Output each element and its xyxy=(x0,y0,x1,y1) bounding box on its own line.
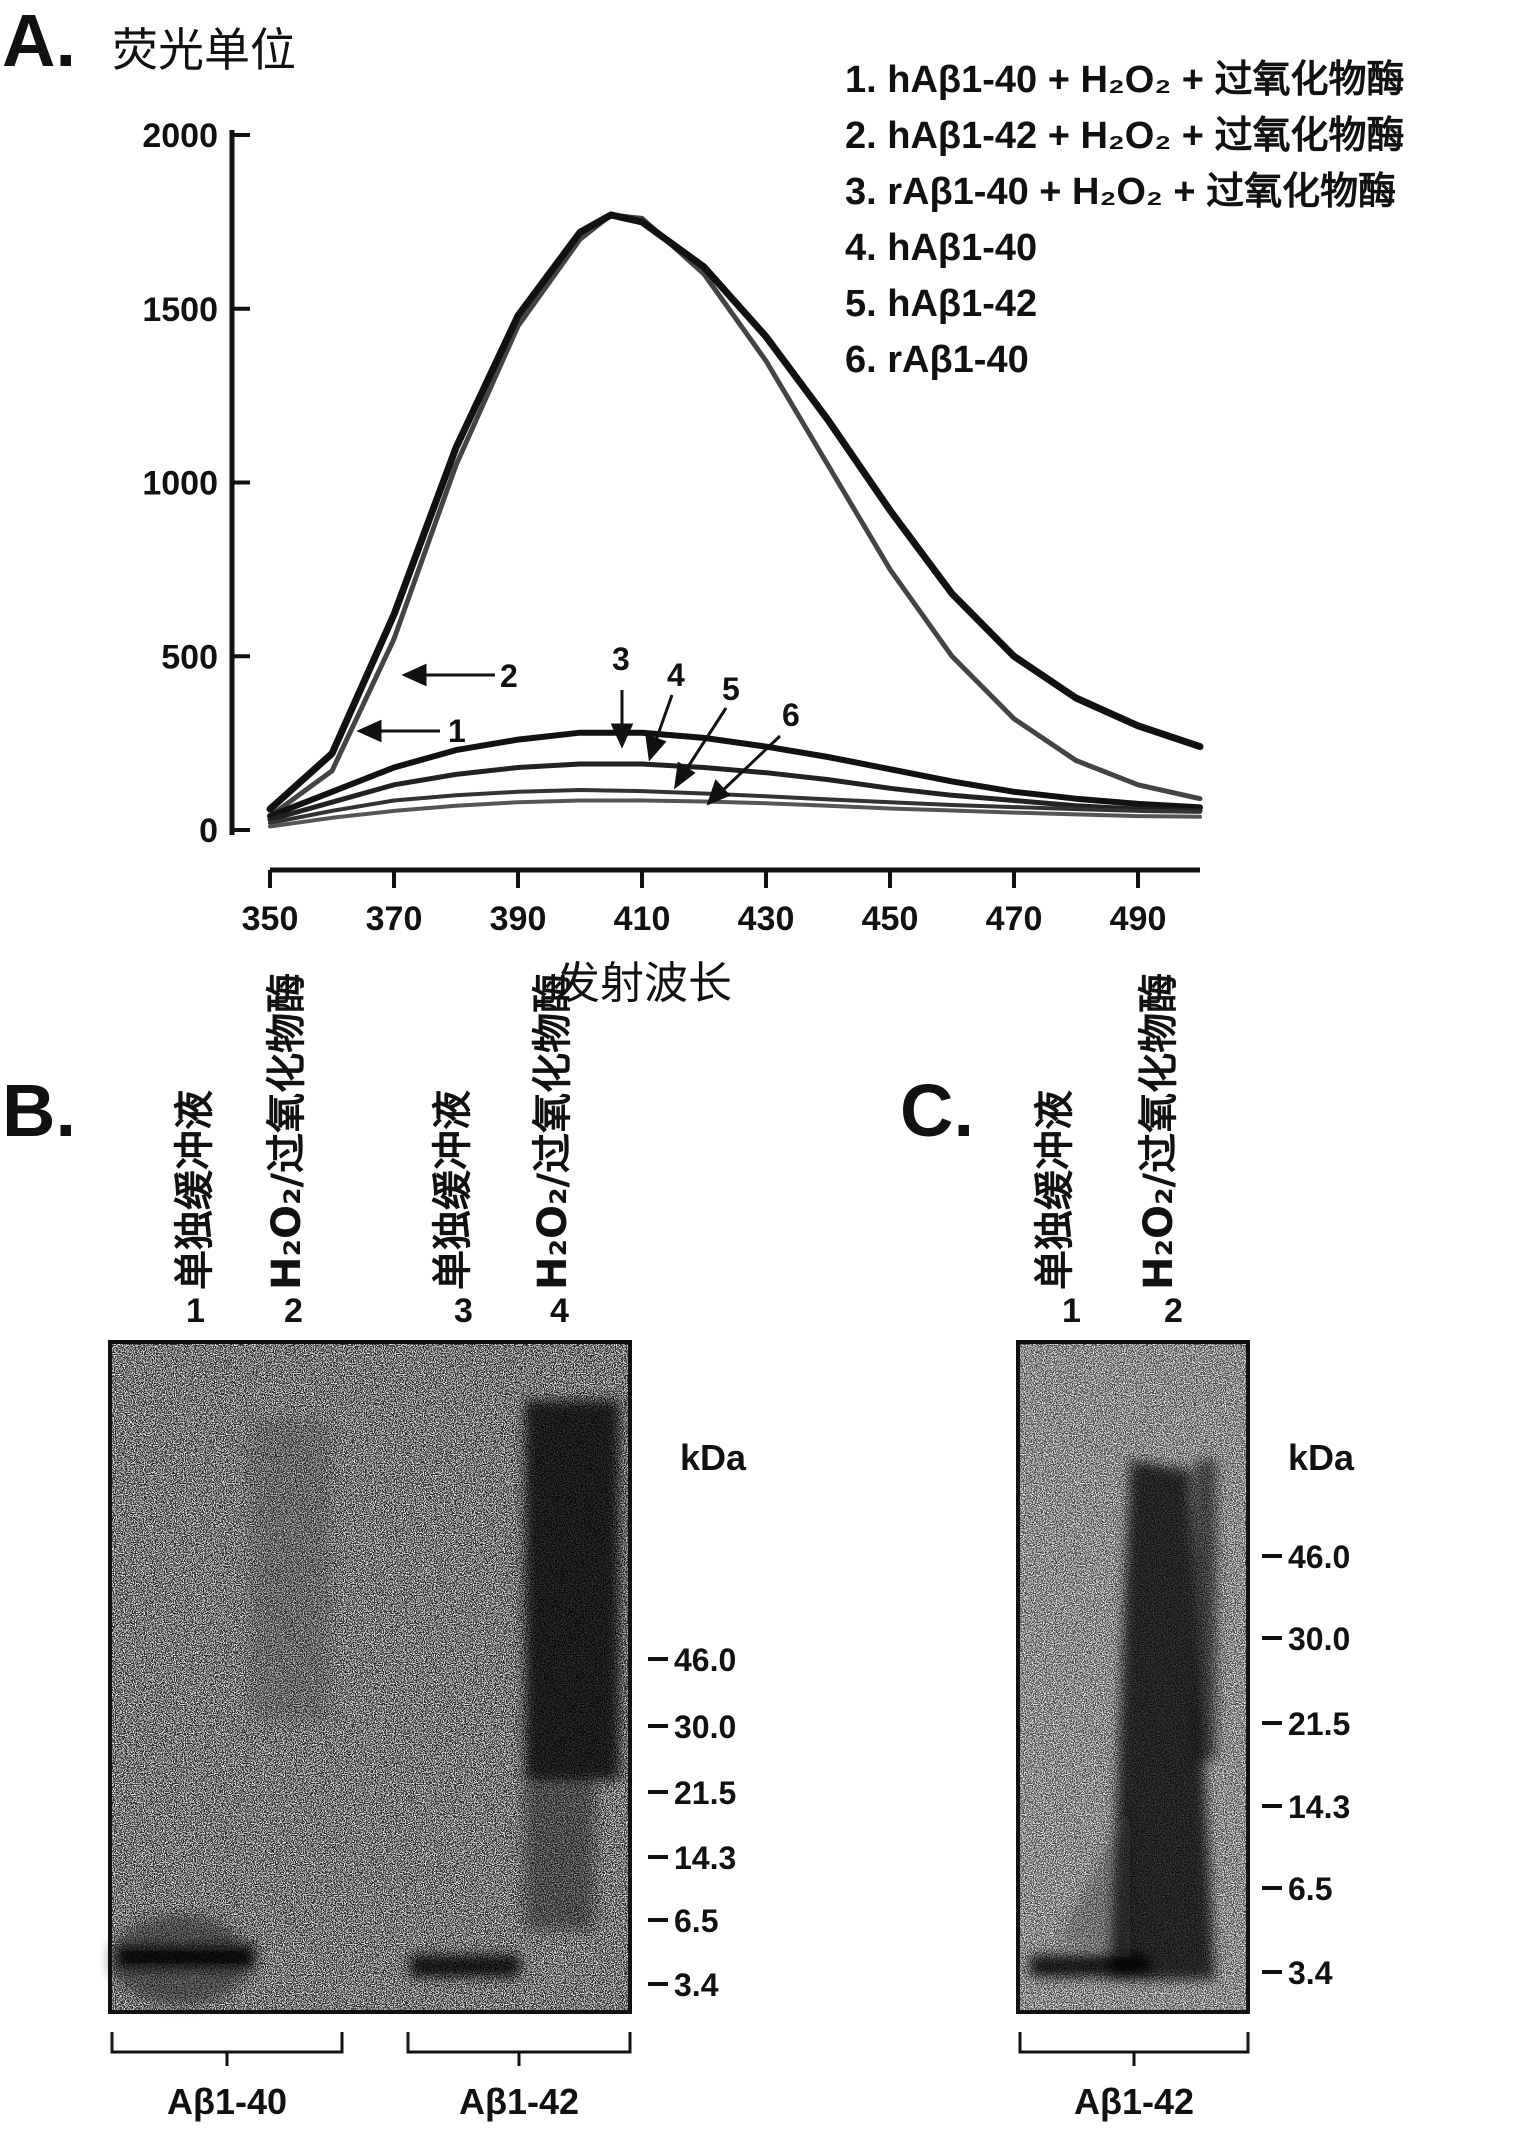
legend-entry-3: 3. rAβ1-40 + H₂O₂ + 过氧化物酶 xyxy=(845,171,1396,213)
series-line-2 xyxy=(270,215,1200,809)
marker-c-14: 14.3 xyxy=(1288,1789,1350,1825)
marker-b-3: 3.4 xyxy=(674,1967,719,2003)
marker-b-21: 21.5 xyxy=(674,1775,736,1811)
kda-label-b: kDa xyxy=(680,1437,747,1478)
curve-label-4: 4 xyxy=(667,657,685,693)
legend-entry-5: 5. hAβ1-42 xyxy=(845,283,1037,325)
group-label-c1: Aβ1-42 xyxy=(1074,2081,1194,2122)
group-label-b2: Aβ1-42 xyxy=(459,2081,579,2122)
y-tick-label: 500 xyxy=(161,638,218,676)
lane-label-b3: 单独缓冲液 xyxy=(430,1090,476,1290)
group-brackets-b xyxy=(112,2032,630,2066)
lane-number-b2: 2 xyxy=(284,1292,303,1330)
panel-c: C. 单独缓冲液 H₂O₂/过氧化物酶 1 2 kDa 46.0 30 xyxy=(900,973,1355,2122)
panel-b: B. 单独缓冲液 H₂O₂/过氧化物酶 单独缓冲液 H₂O₂/过氧化物酶 1 2… xyxy=(2,973,747,2122)
lane-number-b4: 4 xyxy=(550,1292,569,1330)
lane-number-c2: 2 xyxy=(1164,1292,1183,1330)
curve-label-3: 3 xyxy=(612,641,630,677)
marker-c-30: 30.0 xyxy=(1288,1621,1350,1657)
group-label-b1: Aβ1-40 xyxy=(167,2081,287,2122)
curve-label-1: 1 xyxy=(448,713,466,749)
legend-entry-6: 6. rAβ1-40 xyxy=(845,339,1029,381)
x-tick-label: 490 xyxy=(1110,900,1167,938)
curve-label-6: 6 xyxy=(782,697,800,733)
x-axis-label: 发射波长 xyxy=(556,958,732,1009)
x-tick-label: 370 xyxy=(366,900,423,938)
kda-label-c: kDa xyxy=(1288,1437,1355,1478)
legend-entry-2: 2. hAβ1-42 + H₂O₂ + 过氧化物酶 xyxy=(845,115,1405,157)
curve-label-2: 2 xyxy=(500,658,518,694)
x-tick-label: 430 xyxy=(738,900,795,938)
lane-number-b3: 3 xyxy=(454,1292,473,1330)
marker-b-30: 30.0 xyxy=(674,1709,736,1745)
gel-b xyxy=(110,1342,630,2012)
y-tick-label: 1000 xyxy=(142,465,218,503)
lane-label-b1: 单独缓冲液 xyxy=(172,1090,218,1290)
curve-label-5: 5 xyxy=(722,671,740,707)
x-tick-label: 390 xyxy=(490,900,547,938)
lane-label-c1: 单独缓冲液 xyxy=(1032,1090,1078,1290)
panel-a-letter: A. xyxy=(2,0,76,82)
markers-b xyxy=(648,1659,668,1984)
panel-c-letter: C. xyxy=(900,1069,974,1152)
lane-number-b1: 1 xyxy=(186,1292,205,1330)
lane-label-b2: H₂O₂/过氧化物酶 xyxy=(264,973,310,1290)
x-tick-label: 450 xyxy=(862,900,919,938)
marker-b-46: 46.0 xyxy=(674,1642,736,1678)
series-layer xyxy=(270,215,1200,827)
marker-c-46: 46.0 xyxy=(1288,1539,1350,1575)
lane-number-c1: 1 xyxy=(1062,1292,1081,1330)
marker-c-3: 3.4 xyxy=(1288,1955,1333,1991)
x-tick-label: 470 xyxy=(986,900,1043,938)
marker-b-14: 14.3 xyxy=(674,1840,736,1876)
lane-label-c2: H₂O₂/过氧化物酶 xyxy=(1136,973,1182,1290)
y-tick-label: 2000 xyxy=(142,117,218,155)
markers-c xyxy=(1262,1556,1282,1972)
marker-b-6: 6.5 xyxy=(674,1903,718,1939)
y-tick-label: 1500 xyxy=(142,291,218,329)
y-tick-label: 0 xyxy=(199,812,218,850)
x-ticks: 350 370 390 410 430 450 470 490 xyxy=(242,870,1167,938)
panel-b-letter: B. xyxy=(2,1069,76,1152)
lane-label-b4: H₂O₂/过氧化物酶 xyxy=(530,973,576,1290)
legend: 1. hAβ1-40 + H₂O₂ + 过氧化物酶 2. hAβ1-42 + H… xyxy=(845,59,1405,381)
group-bracket-c xyxy=(1020,2032,1248,2066)
panel-a: A. 荧光单位 1. hAβ1-40 + H₂O₂ + 过氧化物酶 2. hAβ… xyxy=(2,0,1405,1009)
legend-entry-1: 1. hAβ1-40 + H₂O₂ + 过氧化物酶 xyxy=(845,59,1405,101)
marker-c-6: 6.5 xyxy=(1288,1871,1332,1907)
marker-c-21: 21.5 xyxy=(1288,1706,1350,1742)
x-tick-label: 350 xyxy=(242,900,299,938)
gel-c xyxy=(1018,1342,1248,2012)
y-axis-label: 荧光单位 xyxy=(112,23,296,77)
x-tick-label: 410 xyxy=(614,900,671,938)
legend-entry-4: 4. hAβ1-40 xyxy=(845,227,1037,269)
